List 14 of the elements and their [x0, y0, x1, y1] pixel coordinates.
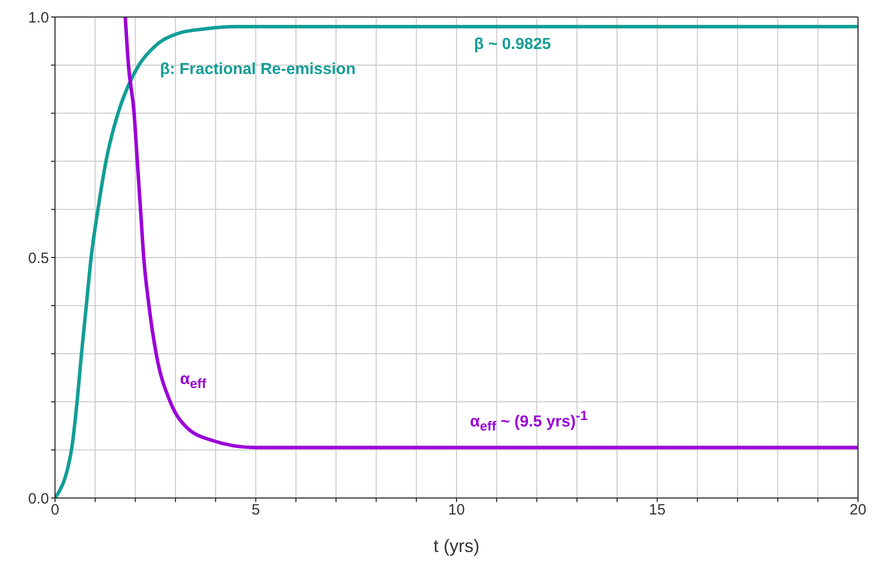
x-tick-label: 5 — [252, 502, 260, 519]
annotation: α$_{eff}$ — [180, 370, 206, 392]
y-tick-label: 0.5 — [28, 250, 49, 267]
line-series — [124, 17, 858, 450]
annotation: β ~ 0.9825 — [474, 35, 551, 54]
y-tick-label: 0.0 — [28, 490, 49, 508]
x-axis-title: t (yrs) — [434, 536, 480, 556]
annotation: β: Fractional Re-emission — [160, 60, 356, 80]
x-tick-label: 15 — [648, 502, 666, 519]
x-tick-label: 10 — [448, 502, 465, 519]
x-tick-label: 20 — [850, 502, 866, 519]
x-tick-label: 0 — [50, 502, 60, 519]
annotation: α$_{eff}$ ~ (9.5 yrs)$^{-1}$ — [470, 408, 588, 434]
y-tick-label: 1.0 — [28, 9, 49, 26]
